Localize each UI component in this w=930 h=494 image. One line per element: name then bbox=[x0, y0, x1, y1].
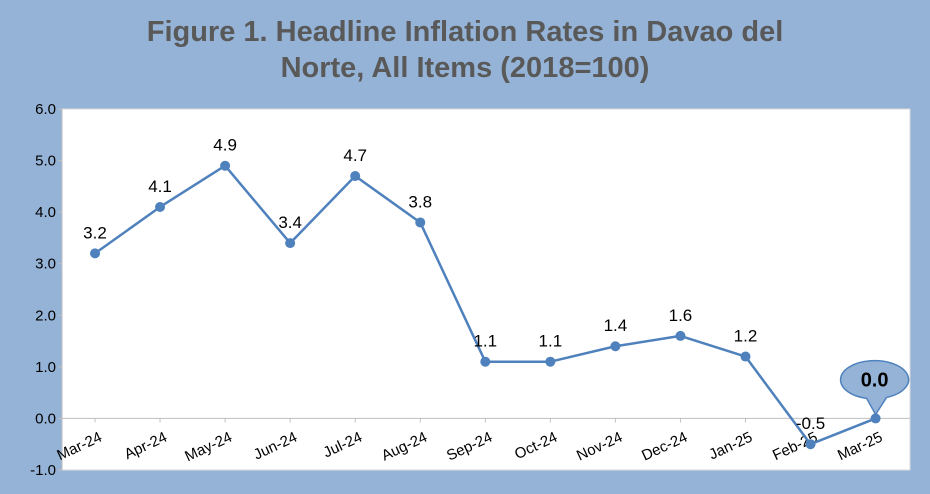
y-tick-label: 6.0 bbox=[35, 101, 56, 118]
y-tick-label: 4.0 bbox=[35, 204, 56, 221]
data-point bbox=[545, 356, 556, 367]
data-point bbox=[480, 356, 491, 367]
data-label: 1.1 bbox=[473, 332, 497, 351]
callout-bubble bbox=[839, 359, 910, 416]
data-label: 1.1 bbox=[539, 332, 563, 351]
data-point bbox=[350, 171, 361, 182]
data-point bbox=[285, 238, 296, 249]
chart-title: Figure 1. Headline Inflation Rates in Da… bbox=[0, 14, 930, 86]
data-point bbox=[155, 201, 166, 212]
data-point bbox=[870, 413, 881, 424]
data-point bbox=[675, 330, 686, 341]
data-point bbox=[805, 439, 816, 450]
data-label: 4.1 bbox=[148, 177, 172, 196]
data-label: 4.7 bbox=[343, 146, 367, 165]
y-tick-label: 1.0 bbox=[35, 359, 56, 376]
chart-title-line-1: Figure 1. Headline Inflation Rates in Da… bbox=[146, 16, 784, 48]
data-label: 3.4 bbox=[278, 213, 302, 232]
data-point bbox=[220, 160, 231, 171]
y-tick-label: 3.0 bbox=[35, 256, 56, 273]
data-label: 4.9 bbox=[213, 136, 237, 155]
data-point bbox=[610, 341, 621, 352]
data-point bbox=[90, 248, 100, 259]
data-point bbox=[740, 351, 751, 362]
data-label: -0.5 bbox=[796, 414, 825, 433]
data-label: 3.2 bbox=[83, 223, 107, 242]
y-tick-label: 5.0 bbox=[35, 153, 56, 170]
chart-title-line-2: Norte, All Items (2018=100) bbox=[280, 52, 650, 84]
data-label: 3.8 bbox=[408, 192, 432, 211]
y-tick-label: 2.0 bbox=[35, 307, 56, 324]
y-tick-label: -1.0 bbox=[30, 462, 56, 479]
plot-area bbox=[61, 108, 911, 471]
callout-label: 0.0 bbox=[861, 369, 889, 391]
data-label: 1.4 bbox=[604, 316, 628, 335]
data-label: 1.2 bbox=[734, 327, 758, 346]
data-label: 1.6 bbox=[669, 306, 693, 325]
data-point bbox=[415, 217, 426, 228]
y-tick-label: 0.0 bbox=[35, 410, 56, 427]
